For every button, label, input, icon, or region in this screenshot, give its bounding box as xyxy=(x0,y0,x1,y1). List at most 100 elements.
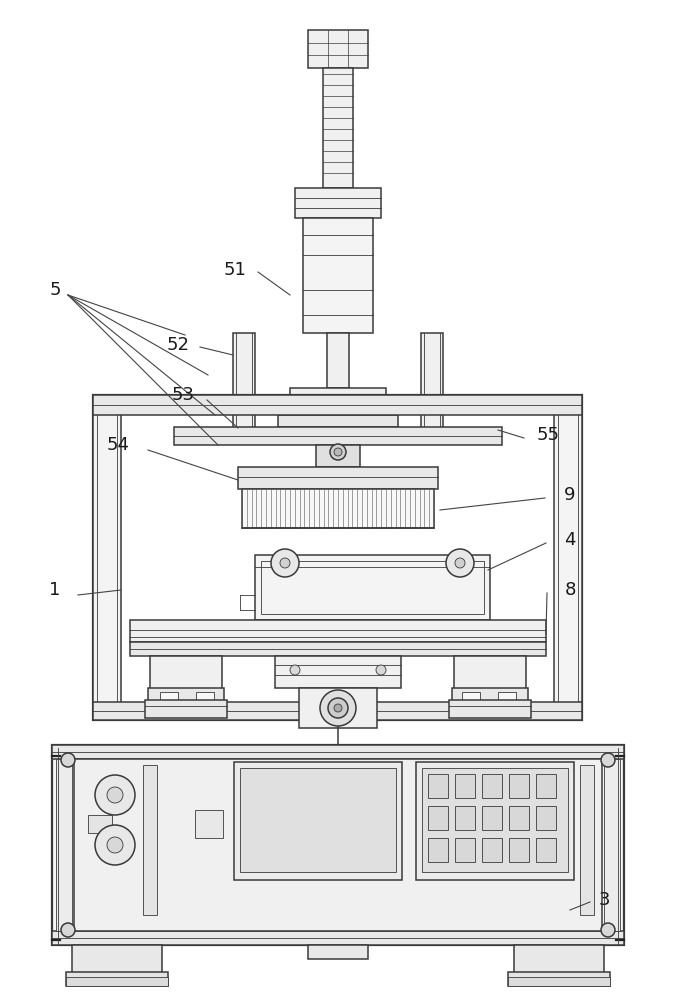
Bar xyxy=(455,806,475,830)
Text: 8: 8 xyxy=(564,581,576,599)
Bar xyxy=(93,395,582,720)
Bar xyxy=(327,333,349,388)
Circle shape xyxy=(376,665,386,675)
Bar xyxy=(422,768,568,872)
Circle shape xyxy=(107,787,123,803)
Bar xyxy=(145,700,227,718)
Bar xyxy=(52,745,624,945)
Bar xyxy=(130,620,546,642)
Bar xyxy=(234,762,402,880)
Bar xyxy=(303,218,373,333)
Circle shape xyxy=(601,753,615,767)
Text: 54: 54 xyxy=(107,436,130,454)
Bar xyxy=(88,815,112,833)
Bar xyxy=(428,806,448,830)
Bar xyxy=(195,810,223,838)
Bar xyxy=(514,945,604,977)
Bar xyxy=(72,945,162,977)
Bar xyxy=(536,774,556,798)
Bar xyxy=(323,68,353,188)
Bar xyxy=(261,561,484,614)
Bar xyxy=(482,806,502,830)
Circle shape xyxy=(455,558,465,568)
Bar xyxy=(536,806,556,830)
Bar xyxy=(509,806,529,830)
Circle shape xyxy=(446,549,474,577)
Circle shape xyxy=(334,704,342,712)
Bar xyxy=(299,688,377,728)
Circle shape xyxy=(328,698,348,718)
Circle shape xyxy=(61,753,75,767)
Bar xyxy=(604,759,620,931)
Bar xyxy=(52,931,624,945)
Bar xyxy=(66,972,168,986)
Bar xyxy=(454,656,526,692)
Bar xyxy=(580,765,594,915)
Bar xyxy=(428,774,448,798)
Bar xyxy=(455,838,475,862)
Text: 53: 53 xyxy=(171,386,194,404)
Circle shape xyxy=(601,923,615,937)
Bar xyxy=(308,30,368,68)
Circle shape xyxy=(330,444,346,460)
Bar xyxy=(160,692,178,702)
Bar xyxy=(316,445,360,467)
Circle shape xyxy=(61,923,75,937)
Bar xyxy=(238,467,438,489)
Bar xyxy=(143,765,157,915)
Text: 9: 9 xyxy=(564,486,576,504)
Bar xyxy=(233,333,255,428)
Bar xyxy=(508,977,610,986)
Circle shape xyxy=(107,837,123,853)
Bar xyxy=(93,395,582,415)
Bar xyxy=(93,702,582,720)
Text: 5: 5 xyxy=(49,281,61,299)
Bar xyxy=(52,745,624,759)
Bar xyxy=(295,188,381,218)
Bar xyxy=(462,692,480,702)
Bar xyxy=(452,688,528,702)
Circle shape xyxy=(95,775,135,815)
Bar xyxy=(196,692,214,702)
Circle shape xyxy=(320,690,356,726)
Bar xyxy=(498,692,516,702)
Circle shape xyxy=(271,549,299,577)
Bar xyxy=(93,395,121,720)
Bar xyxy=(148,688,224,702)
Circle shape xyxy=(280,558,290,568)
Text: 3: 3 xyxy=(598,891,610,909)
Bar xyxy=(56,759,72,931)
Bar xyxy=(101,403,574,712)
Bar xyxy=(509,838,529,862)
Bar xyxy=(421,333,443,428)
Bar xyxy=(416,762,574,880)
Bar xyxy=(275,656,401,688)
Text: 1: 1 xyxy=(49,581,61,599)
Text: 4: 4 xyxy=(564,531,576,549)
Bar xyxy=(455,774,475,798)
Bar xyxy=(240,768,396,872)
Bar xyxy=(174,427,502,445)
Bar xyxy=(482,838,502,862)
Bar xyxy=(449,700,531,718)
Bar xyxy=(150,656,222,692)
Bar xyxy=(428,838,448,862)
Bar xyxy=(308,945,368,959)
Text: 52: 52 xyxy=(167,336,190,354)
Bar xyxy=(509,774,529,798)
Bar xyxy=(290,388,386,416)
Bar xyxy=(242,489,434,528)
Bar xyxy=(278,415,398,427)
Bar xyxy=(536,838,556,862)
Text: 51: 51 xyxy=(223,261,246,279)
Text: 55: 55 xyxy=(537,426,560,444)
Circle shape xyxy=(334,448,342,456)
Bar xyxy=(255,555,490,620)
Bar xyxy=(130,642,546,656)
Bar xyxy=(74,759,602,931)
Circle shape xyxy=(290,665,300,675)
Circle shape xyxy=(95,825,135,865)
Bar xyxy=(508,972,610,986)
Bar xyxy=(66,977,168,986)
Bar xyxy=(554,395,582,720)
